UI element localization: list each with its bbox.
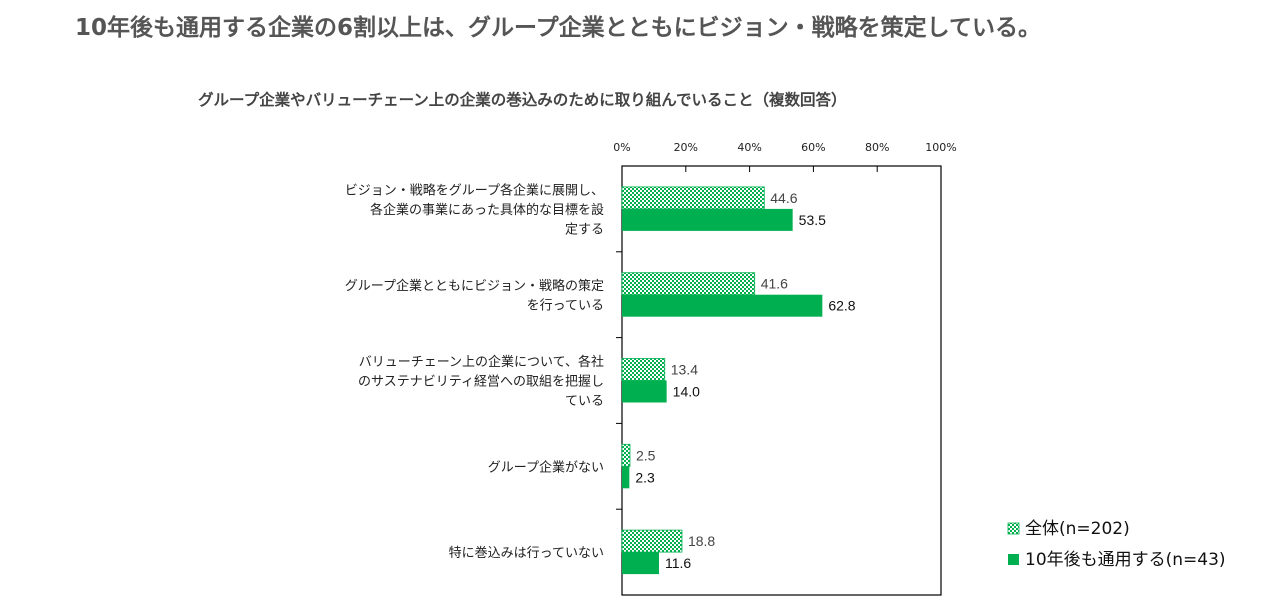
x-tick-label: 20%	[674, 141, 698, 154]
data-label: 18.8	[688, 533, 715, 549]
bar-ten-year	[622, 552, 660, 575]
category-label: グループ企業とともにビジョン・戦略の策定	[345, 278, 604, 294]
bar-overall	[621, 529, 683, 553]
bar-overall	[621, 272, 756, 296]
bar-ten-year	[622, 208, 793, 231]
category-label: を行っている	[527, 298, 604, 313]
x-tick-label: 80%	[865, 141, 889, 154]
chart-title: グループ企業やバリューチェーン上の企業の巻込みのために取り組んでいること（複数回…	[198, 91, 847, 109]
category-label: バリューチェーン上の企業について、各社	[359, 354, 604, 370]
legend-entry: 10年後も通用する(n=43)	[1025, 550, 1226, 570]
data-label: 11.6	[665, 555, 691, 571]
data-label: 62.8	[828, 298, 855, 314]
category-label: 特に巻込みは行っていない	[449, 546, 604, 561]
x-tick-label: 40%	[737, 141, 761, 154]
data-label: 53.5	[799, 212, 826, 228]
x-tick-label: 100%	[925, 141, 956, 154]
data-label: 41.6	[761, 276, 788, 292]
data-label: 2.5	[636, 447, 656, 463]
bar-overall	[621, 443, 631, 467]
bar-ten-year	[622, 380, 667, 403]
bar-overall	[621, 358, 666, 381]
category-label: のサステナビリティ経営への取組を把握し	[358, 375, 604, 390]
x-tick-label: 0%	[613, 141, 630, 154]
category-label: ている	[565, 394, 604, 409]
data-label: 13.4	[671, 362, 698, 378]
legend-swatch	[1008, 554, 1019, 565]
category-label: グループ企業がない	[488, 459, 604, 475]
bar-overall	[621, 186, 765, 210]
data-label: 14.0	[673, 384, 700, 400]
legend-swatch	[1007, 522, 1020, 535]
headline: 10年後も通用する企業の6割以上は、グループ企業とともにビジョン・戦略を策定して…	[75, 15, 1041, 41]
x-tick-label: 60%	[801, 141, 825, 154]
data-label: 44.6	[770, 190, 797, 206]
category-label: ビジョン・戦略をグループ各企業に展開し、	[345, 182, 604, 198]
bar-ten-year	[622, 294, 823, 317]
legend-entry: 全体(n=202)	[1025, 519, 1130, 539]
bar-ten-year	[622, 466, 630, 489]
category-label: 定する	[565, 222, 604, 237]
category-label: 各企業の事業にあった具体的な目標を設	[370, 202, 604, 218]
data-label: 2.3	[635, 469, 655, 485]
